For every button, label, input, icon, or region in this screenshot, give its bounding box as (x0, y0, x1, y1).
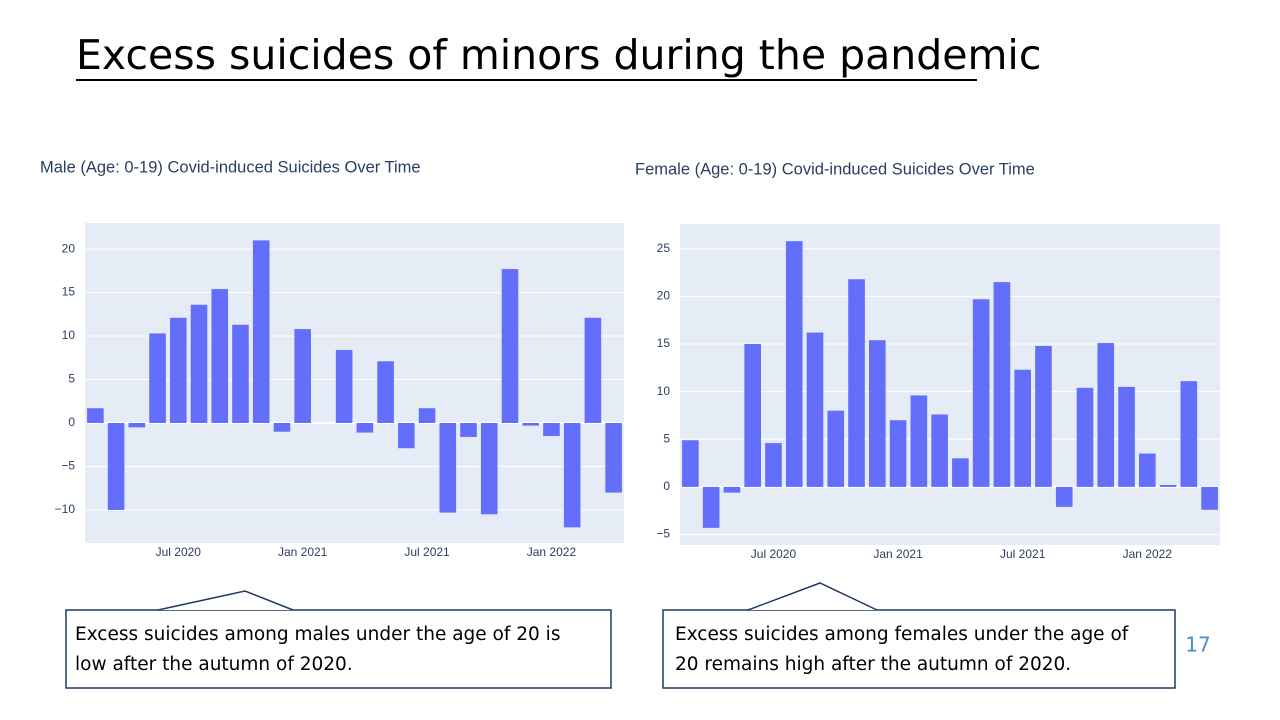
bar (1139, 453, 1156, 487)
bar (480, 423, 498, 515)
bar (744, 344, 761, 487)
chart-title: Female (Age: 0-19) Covid-induced Suicide… (635, 160, 1035, 178)
bar (1035, 345, 1052, 487)
bar (1076, 387, 1094, 487)
y-tick-label: 20 (657, 289, 671, 303)
bar (869, 340, 886, 487)
y-tick-label: 10 (62, 328, 76, 342)
bar (522, 423, 540, 426)
bar (543, 423, 560, 437)
bar (149, 333, 166, 423)
bar (273, 423, 291, 432)
bar (169, 317, 187, 423)
bar (190, 304, 208, 423)
bar (377, 361, 394, 423)
bar (232, 324, 249, 423)
y-tick-label: 5 (663, 431, 670, 445)
bar (765, 443, 782, 487)
bar (605, 423, 622, 493)
bar (418, 408, 436, 423)
bar (128, 423, 146, 428)
bar (107, 423, 125, 510)
bar (931, 414, 948, 487)
plot-background (680, 224, 1220, 545)
bar (702, 486, 720, 528)
bar (439, 423, 457, 513)
bar (460, 423, 477, 437)
x-tick-label: Jan 2021 (873, 547, 923, 561)
bar (1014, 369, 1031, 487)
callout-line: 20 remains high after the autumn of 2020… (675, 654, 1072, 675)
y-tick-label: 0 (663, 479, 670, 493)
slide-title: Excess suicides of minors during the pan… (76, 31, 1041, 79)
bar (1159, 484, 1177, 487)
y-tick-label: 5 (68, 372, 75, 386)
y-tick-label: −5 (656, 527, 670, 541)
bar (252, 240, 270, 423)
x-tick-label: Jul 2021 (404, 545, 450, 559)
callout-box (662, 609, 1176, 689)
page-number: 17 (1185, 633, 1210, 657)
bar (972, 299, 990, 487)
bar (211, 289, 229, 423)
callout-line: Excess suicides among males under the ag… (75, 624, 561, 645)
bar (563, 423, 581, 528)
bar (1055, 486, 1073, 507)
bar (501, 269, 519, 423)
bar (1097, 343, 1115, 487)
y-tick-label: 10 (657, 384, 671, 398)
bar (723, 486, 741, 493)
y-tick-label: 15 (62, 285, 76, 299)
bar (806, 332, 824, 487)
callout-pointer (747, 582, 878, 611)
chart-title: Male (Age: 0-19) Covid-induced Suicides … (40, 158, 421, 176)
bar (952, 458, 969, 487)
x-tick-label: Jul 2020 (156, 545, 202, 559)
callout-pointer (157, 590, 294, 611)
plot-background (85, 223, 624, 543)
x-tick-label: Jan 2022 (1123, 547, 1173, 561)
callout-line: low after the autumn of 2020. (75, 654, 353, 675)
callout-text: Excess suicides among males under the ag… (75, 620, 560, 680)
bar (398, 423, 415, 449)
bar (356, 423, 374, 433)
y-tick-label: −10 (55, 502, 76, 516)
bar (1180, 381, 1198, 487)
callout-text: Excess suicides among females under the … (675, 620, 1128, 680)
x-tick-label: Jul 2021 (1000, 547, 1046, 561)
bar (910, 395, 928, 487)
y-tick-label: 20 (62, 241, 76, 255)
bar (335, 349, 353, 423)
bar (785, 241, 803, 487)
bar (848, 279, 865, 487)
bar (1118, 386, 1135, 487)
y-tick-label: 0 (68, 415, 75, 429)
bar (682, 440, 699, 487)
y-tick-label: 25 (657, 241, 671, 255)
bar (1201, 486, 1218, 510)
x-tick-label: Jan 2021 (278, 545, 328, 559)
bar (993, 282, 1011, 487)
bar (294, 329, 311, 423)
y-tick-label: −5 (61, 459, 75, 473)
bar (584, 317, 602, 423)
bar (889, 420, 907, 487)
bar (827, 410, 845, 487)
callout-box (65, 609, 612, 689)
x-tick-label: Jul 2020 (751, 547, 797, 561)
callout-line: Excess suicides among females under the … (675, 624, 1129, 645)
bar (87, 408, 104, 423)
x-tick-label: Jan 2022 (527, 545, 577, 559)
y-tick-label: 15 (657, 336, 671, 350)
